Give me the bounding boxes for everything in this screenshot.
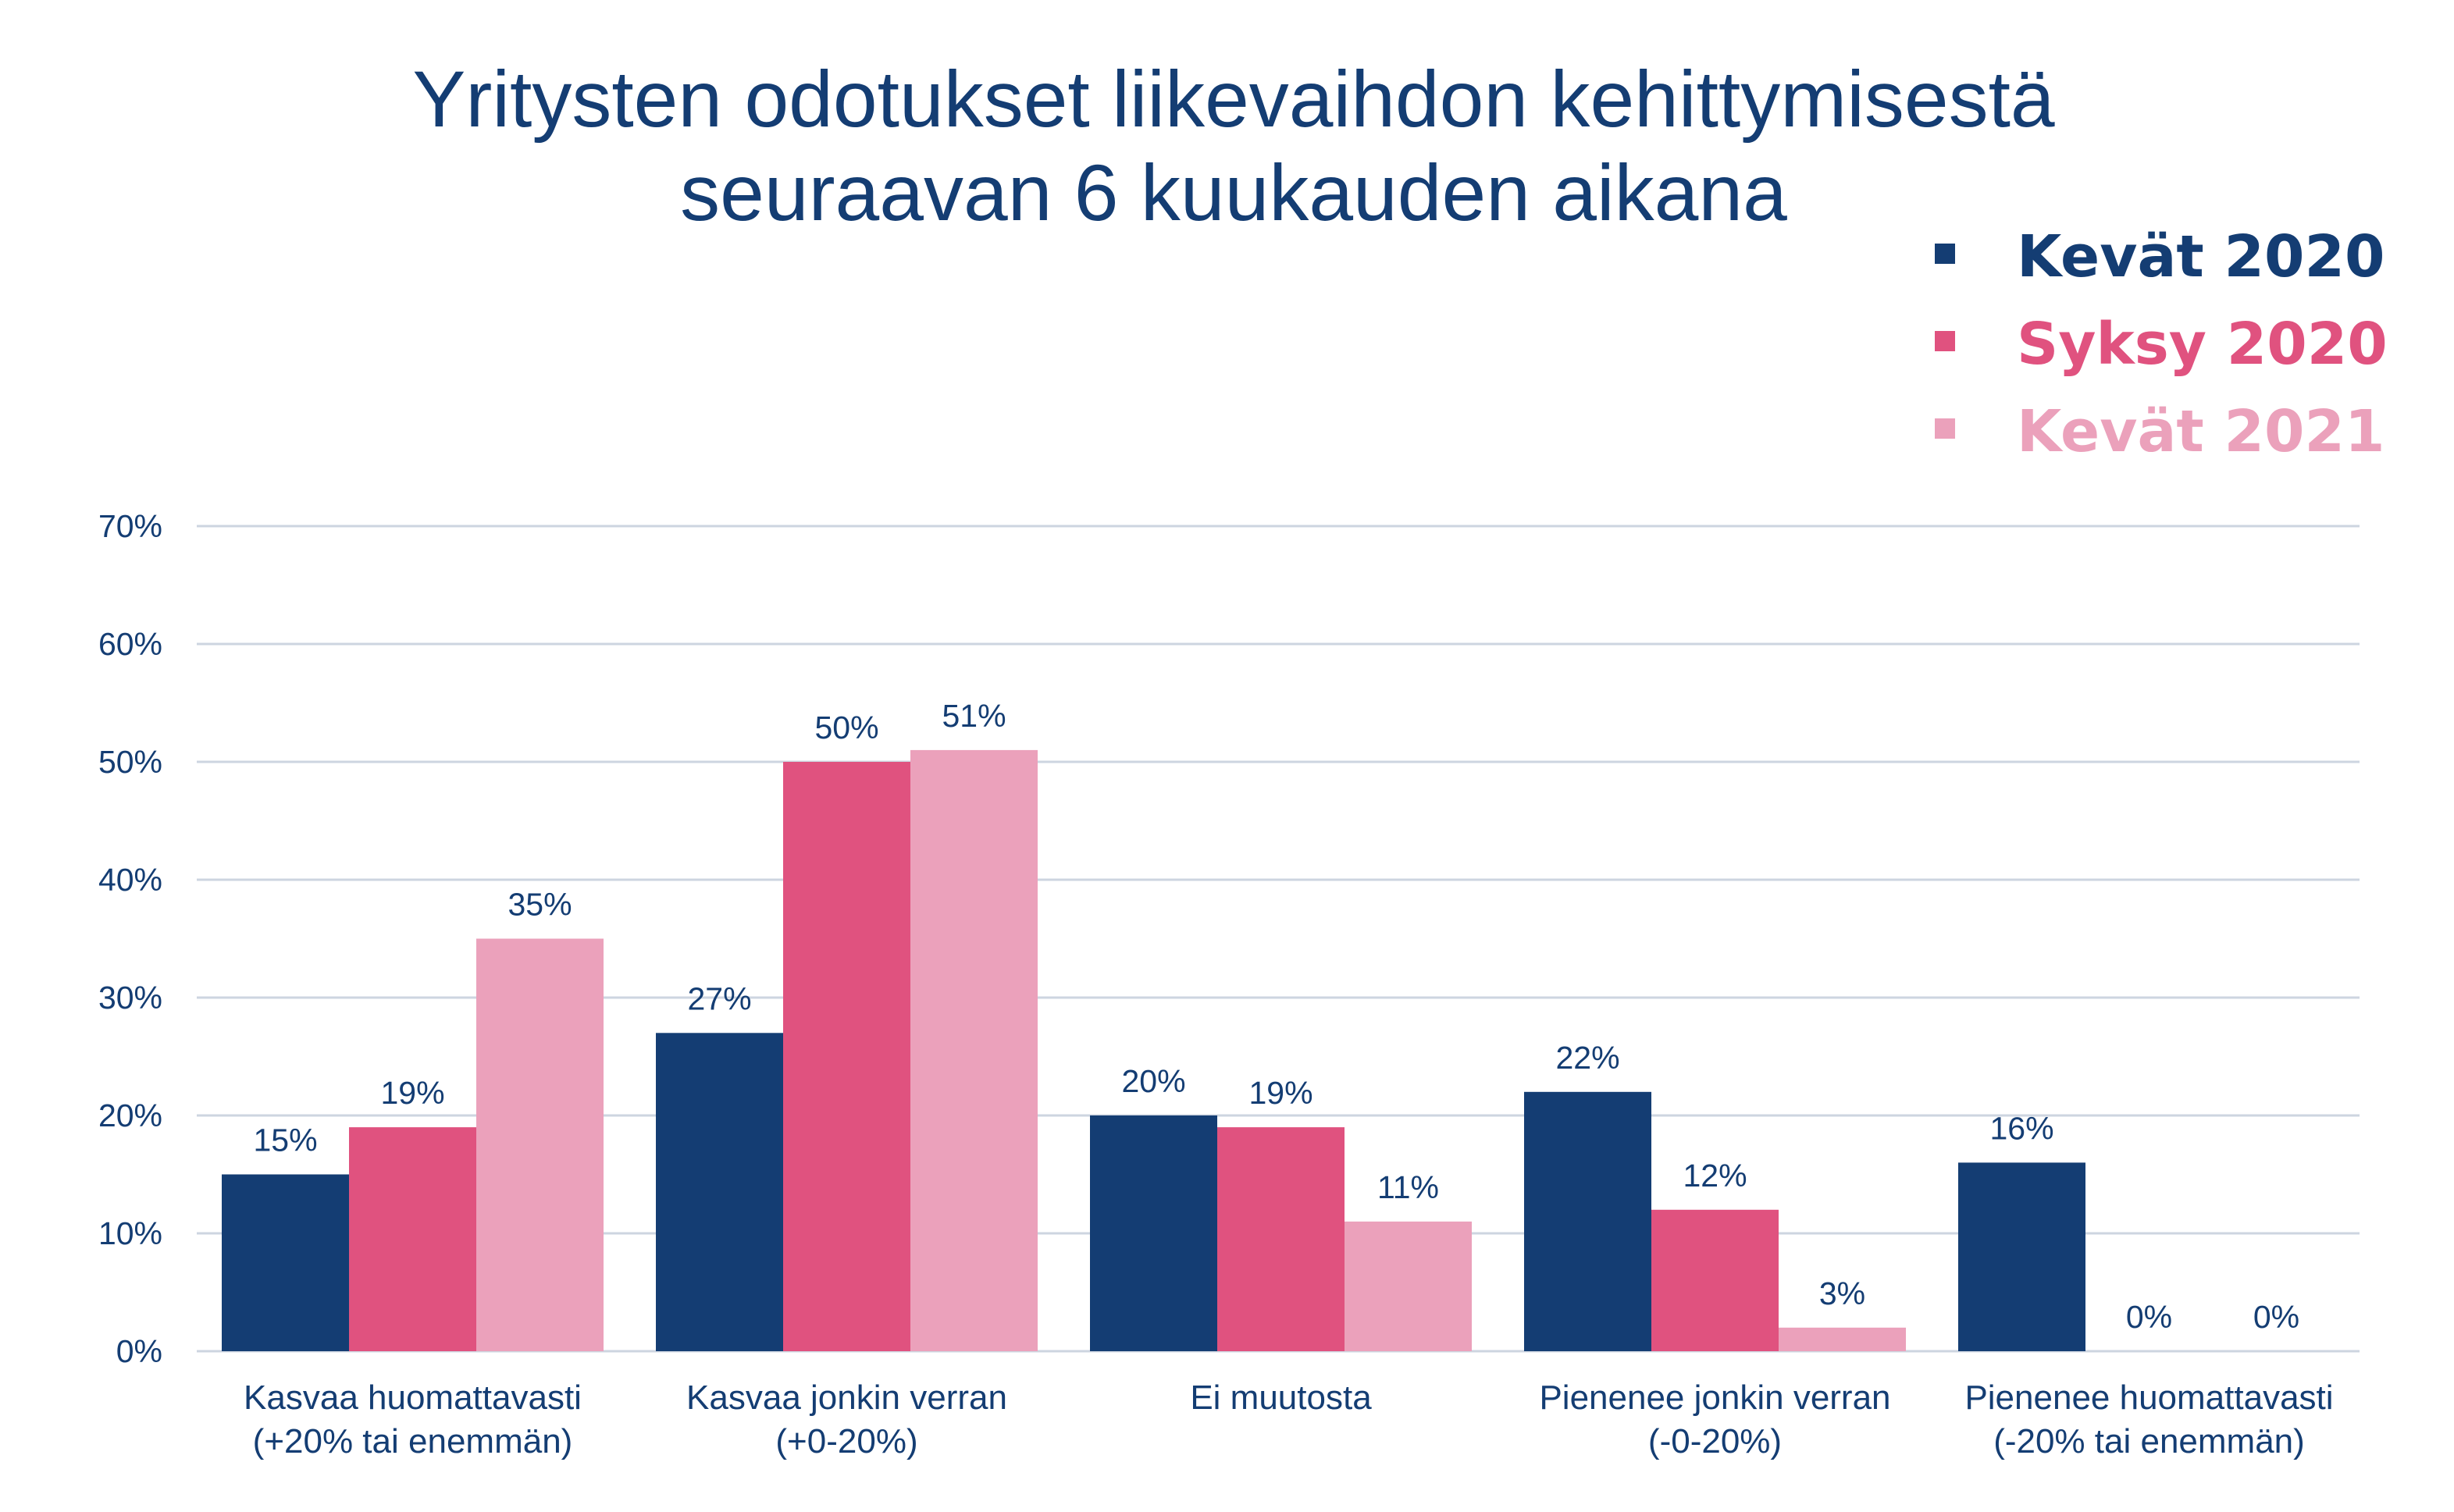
x-tick-label: (+20% tai enemmän) <box>253 1422 573 1460</box>
bars <box>222 749 2085 1351</box>
data-label: 50% <box>814 710 878 745</box>
y-tick-label: 20% <box>98 1098 162 1133</box>
x-tick-label: Pienenee jonkin verran <box>1539 1379 1890 1417</box>
data-label: 19% <box>1248 1075 1312 1111</box>
x-tick-label: Ei muutosta <box>1190 1379 1372 1417</box>
bar <box>1345 1221 1472 1351</box>
bar <box>1217 1127 1345 1351</box>
x-tick-label: Kasvaa jonkin verran <box>686 1379 1007 1417</box>
y-tick-label: 70% <box>98 508 162 544</box>
bar <box>1524 1091 1651 1351</box>
legend-swatch <box>1935 331 1955 351</box>
data-label: 16% <box>1989 1110 2053 1146</box>
legend-label: Syksy 2020 <box>2017 311 2388 378</box>
chart-title: Yritysten odotukset liikevaihdon kehitty… <box>412 55 2055 237</box>
bar <box>656 1033 783 1351</box>
data-label: 12% <box>1683 1158 1747 1194</box>
x-tick-label: (+0-20%) <box>775 1422 917 1460</box>
data-label: 3% <box>1819 1275 1865 1311</box>
data-labels: 15% 19% 35% 27% 50% 51% 20% 19% 11% 22% 12% 3% 16% 0%… <box>253 698 2299 1335</box>
legend-label: Kevät 2020 <box>2017 223 2385 290</box>
data-label: 22% <box>1555 1040 1619 1076</box>
bar <box>222 1174 349 1351</box>
y-tick-label: 40% <box>98 862 162 898</box>
data-label: 0% <box>2126 1299 2172 1335</box>
legend-label: Kevät 2021 <box>2017 398 2385 465</box>
y-tick-label: 50% <box>98 744 162 780</box>
bar <box>476 938 604 1351</box>
bar <box>1779 1327 1906 1351</box>
data-label: 11% <box>1377 1169 1439 1205</box>
chart-title-line-1: Yritysten odotukset liikevaihdon kehitty… <box>412 55 2055 144</box>
data-label: 27% <box>687 980 751 1016</box>
x-tick-label: (-20% tai enemmän) <box>1993 1422 2305 1460</box>
data-label: 19% <box>380 1075 444 1111</box>
bar <box>910 749 1038 1351</box>
data-label: 0% <box>2253 1299 2299 1335</box>
data-label: 20% <box>1121 1063 1185 1099</box>
y-tick-label: 60% <box>98 626 162 662</box>
legend: Kevät 2020 Syksy 2020 Kevät 2021 <box>1935 223 2388 465</box>
x-tick-label: (-0-20%) <box>1648 1422 1782 1460</box>
bar <box>349 1127 476 1351</box>
y-tick-label: 0% <box>116 1333 162 1369</box>
bar <box>1090 1115 1217 1351</box>
chart-title-line-2: seuraavan 6 kuukauden aikana <box>680 148 1787 237</box>
data-label: 15% <box>253 1122 317 1158</box>
bar <box>783 762 910 1351</box>
bar <box>1958 1162 2085 1351</box>
data-label: 51% <box>942 698 1006 734</box>
y-tick-label: 30% <box>98 980 162 1016</box>
x-tick-label: Kasvaa huomattavasti <box>244 1379 582 1417</box>
data-label: 35% <box>508 887 572 923</box>
y-axis-tick-labels: 0% 10% 20% 30% 40% 50% 60% 70% <box>98 508 162 1369</box>
y-tick-label: 10% <box>98 1215 162 1251</box>
legend-swatch <box>1935 418 1955 439</box>
x-tick-label: Pienenee huomattavasti <box>1964 1379 2333 1417</box>
bar <box>1651 1209 1779 1351</box>
x-axis-category-labels: Kasvaa huomattavasti (+20% tai enemmän) Ka… <box>244 1379 2334 1460</box>
legend-swatch <box>1935 244 1955 264</box>
